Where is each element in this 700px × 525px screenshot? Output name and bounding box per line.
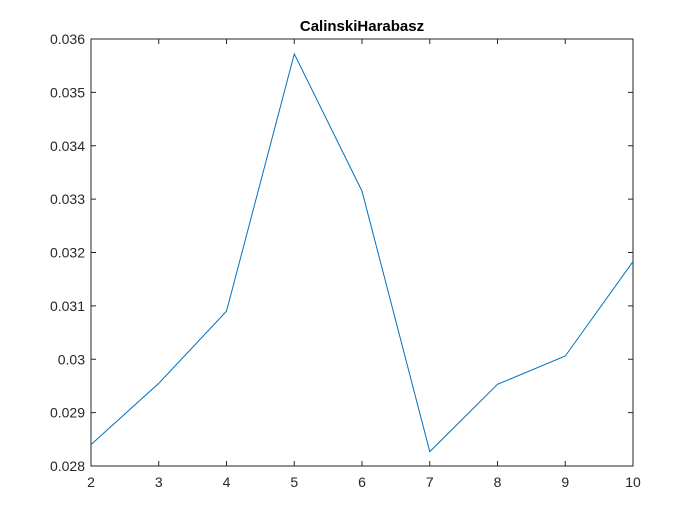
x-tick-label: 8: [494, 474, 502, 490]
x-tick-label: 6: [358, 474, 366, 490]
chart-title: CalinskiHarabasz: [300, 18, 424, 35]
y-tick-label: 0.029: [50, 405, 85, 421]
y-tick-label: 0.033: [50, 191, 85, 207]
x-tick-label: 9: [561, 474, 569, 490]
plot-box: [90, 38, 634, 467]
y-tick-label: 0.032: [50, 245, 85, 261]
y-tick-label: 0.035: [50, 84, 85, 100]
x-tick-label: 5: [290, 474, 298, 490]
x-tick-label: 10: [625, 474, 641, 490]
y-tick-label: 0.036: [50, 31, 85, 47]
x-tick-label: 3: [155, 474, 163, 490]
x-tick-label: 7: [426, 474, 434, 490]
y-tick-label: 0.03: [58, 351, 85, 367]
x-tick-label: 4: [223, 474, 231, 490]
series-line: [90, 52, 634, 453]
plot-area: 2 3 4 5 6 7 8 9 10 0.028 0.029 0.03 0.031 0.032 0.033 0…: [50, 31, 641, 490]
x-tick-label: 2: [87, 474, 95, 490]
y-tick-label: 0.031: [50, 298, 85, 314]
y-tick-label: 0.028: [50, 458, 85, 474]
y-tick-label: 0.034: [50, 138, 85, 154]
